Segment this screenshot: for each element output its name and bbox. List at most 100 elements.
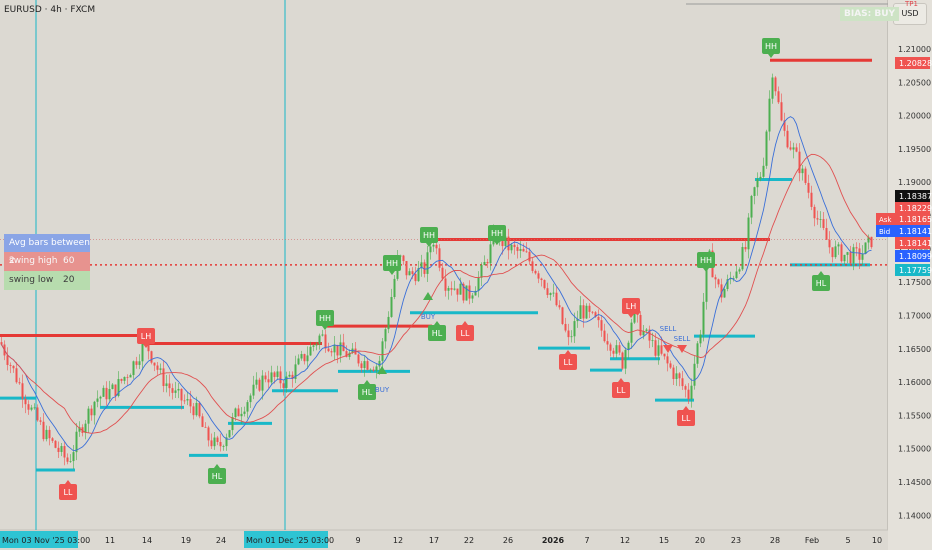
- swing-label-text: LL: [617, 386, 626, 395]
- signal-triangle: [377, 366, 387, 374]
- swing-label-text: HH: [491, 229, 503, 238]
- candle: [477, 277, 480, 291]
- swing-label-text: LH: [141, 332, 151, 341]
- candle: [732, 278, 735, 279]
- candle: [147, 338, 150, 352]
- swing-label-hl: HL: [358, 380, 376, 400]
- swing-label-pointer: [565, 350, 571, 354]
- candle: [279, 371, 282, 384]
- candle: [102, 387, 105, 397]
- swing-label-box: [762, 38, 780, 54]
- x-tick-highlight: [0, 531, 78, 548]
- swing-label-text: LL: [64, 488, 73, 497]
- swing-label-text: HH: [423, 231, 435, 240]
- candle: [687, 389, 690, 400]
- candle: [510, 244, 513, 251]
- x-tick-label: 10: [872, 536, 882, 545]
- candle: [57, 447, 60, 452]
- candle: [180, 388, 183, 401]
- candle: [261, 375, 264, 391]
- candle: [414, 273, 417, 282]
- candle: [90, 408, 93, 416]
- candle: [465, 285, 468, 301]
- candle: [30, 407, 33, 410]
- swing-label-box: [622, 298, 640, 314]
- candle: [870, 236, 873, 248]
- swing-label-box: [488, 225, 506, 241]
- candle: [198, 402, 201, 417]
- price-tag-bg: [895, 264, 930, 276]
- candle: [807, 182, 810, 193]
- price-tag-label: Ask: [879, 216, 892, 224]
- candle: [75, 431, 78, 453]
- swing-label-text: HH: [765, 42, 777, 51]
- row-value: 60: [63, 256, 75, 266]
- candle: [558, 305, 561, 308]
- candle: [129, 375, 132, 378]
- candle: [474, 290, 477, 296]
- candle: [108, 388, 111, 400]
- candle: [705, 266, 708, 302]
- swing-label-hl: HL: [428, 321, 446, 341]
- swing-label-text: HL: [212, 472, 223, 481]
- candle: [672, 367, 675, 380]
- candle: [525, 251, 528, 253]
- candle: [219, 441, 222, 447]
- swing-label-box: [137, 328, 155, 344]
- x-tick-label: 17: [429, 536, 439, 545]
- candle: [657, 345, 660, 356]
- candle: [78, 427, 81, 432]
- candle: [270, 372, 273, 383]
- x-tick-label: 9: [355, 536, 360, 545]
- candle: [654, 340, 657, 356]
- candle: [843, 254, 846, 262]
- candle: [327, 348, 330, 352]
- candle: [795, 147, 798, 152]
- candle: [621, 352, 624, 369]
- swing-label-text: HH: [386, 259, 398, 268]
- candle: [639, 314, 642, 336]
- candle: [585, 305, 588, 319]
- candle: [267, 379, 270, 383]
- candle: [681, 378, 684, 387]
- candle: [651, 340, 654, 342]
- candle: [552, 292, 555, 294]
- candle: [51, 438, 54, 441]
- swing-label-text: LL: [564, 358, 573, 367]
- signal-sell: SELL: [660, 325, 676, 353]
- candle: [561, 307, 564, 324]
- table-row: swing low 20: [4, 271, 90, 290]
- candle: [771, 77, 774, 99]
- candle: [723, 289, 726, 298]
- candle: [126, 376, 129, 378]
- candle: [315, 344, 318, 346]
- candle: [753, 187, 756, 196]
- price-tag-value: 1.18229: [899, 204, 932, 213]
- swing-label-lh: LH: [622, 298, 640, 318]
- candle: [729, 278, 732, 280]
- price-tag: 1.17759: [895, 264, 932, 276]
- candle: [537, 273, 540, 279]
- swing-label-box: [677, 410, 695, 426]
- candle: [783, 120, 786, 131]
- candle: [738, 269, 741, 272]
- swing-label-box: [812, 275, 830, 291]
- candle: [423, 262, 426, 274]
- swing-label-text: LL: [461, 329, 470, 338]
- candle: [171, 388, 174, 393]
- swing-label-lh: LH: [137, 328, 155, 348]
- candle: [690, 385, 693, 400]
- x-tick-label: 11: [105, 536, 115, 545]
- candle: [540, 278, 543, 281]
- swing-label-hh: HH: [383, 255, 401, 275]
- candle: [822, 219, 825, 228]
- candle: [726, 279, 729, 290]
- candle: [831, 247, 834, 258]
- price-tag: 1.18141 Bid: [876, 225, 932, 237]
- x-tick-label: Mon 03 Nov '25 03:00: [2, 536, 90, 545]
- candle: [567, 330, 570, 338]
- candle: [369, 369, 372, 371]
- price-tag-value: 1.18141: [899, 239, 932, 248]
- x-tick-highlight: [244, 531, 328, 548]
